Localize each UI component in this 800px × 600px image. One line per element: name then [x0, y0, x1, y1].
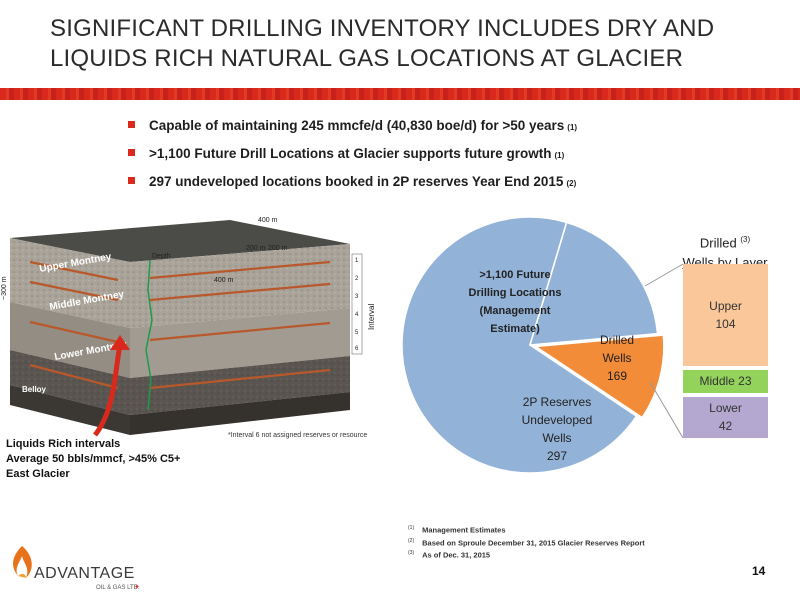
horizontal-wells	[29, 260, 331, 390]
layer-bar-value: 42	[718, 419, 733, 434]
interval-2: 2	[355, 276, 359, 282]
layers-title-line1: Drilled	[699, 235, 737, 251]
layer-upper-face	[10, 238, 130, 328]
page-number: 14	[752, 564, 766, 578]
bullet-ref: (1)	[554, 151, 565, 160]
dim-200m-left: 200 m	[246, 245, 266, 252]
layer-bar-middle: Middle 23	[683, 370, 768, 393]
dim-200m-right: 200 m	[268, 245, 288, 252]
interval-5: 5	[355, 330, 359, 336]
future-label: >1,100 Future Drilling Locations (Manage…	[469, 269, 562, 335]
footnote-text: As of Dec. 31, 2015	[422, 550, 491, 560]
pie-slice-future	[401, 216, 638, 474]
pie-slice-undeveloped	[528, 221, 659, 346]
interval-3: 3	[355, 294, 359, 300]
drilled-label-line: 169	[607, 369, 627, 383]
layer-bar-lower: Lower 42	[683, 396, 768, 438]
montney-block-diagram: Upper Montney Middle Montney Lower Montn…	[1, 217, 376, 437]
bullet-ref: (2)	[566, 179, 577, 188]
bullet-text: 297 undeveloped locations booked in 2P r…	[149, 174, 564, 189]
liquids-rich-callout: Liquids Rich intervals Average 50 bbls/m…	[6, 437, 180, 482]
future-label-line: (Management	[480, 305, 551, 317]
dim-depth: Depth	[152, 253, 171, 260]
slide-title: SIGNIFICANT DRILLING INVENTORY INCLUDES …	[50, 15, 715, 72]
layers-title-ref: (3)	[740, 235, 751, 244]
pie-dashed-separator	[529, 222, 568, 346]
dim-interval: Interval	[367, 304, 376, 330]
footnote-ref: (3)	[408, 550, 415, 556]
right-lower-face	[130, 356, 350, 415]
undeveloped-label: 2P Reserves Undeveloped Wells 297	[522, 395, 593, 463]
liquids-rich-arrow-icon	[92, 344, 123, 437]
footnote-text: Management Estimates	[422, 525, 506, 535]
layer-bar-label: Upper	[709, 299, 742, 314]
footnote-item: (3) As of Dec. 31, 2015	[408, 548, 645, 561]
callout-line: Average 50 bbls/mmcf, >45% C5+	[6, 453, 181, 465]
footnote-text: Based on Sproule December 31, 2015 Glaci…	[422, 538, 645, 547]
callout-line: Liquids Rich intervals	[6, 438, 121, 450]
drilling-inventory-pie-chart: >1,100 Future Drilling Locations (Manage…	[401, 216, 665, 474]
footnote-ref: (2)	[408, 537, 415, 544]
interval-4: 4	[355, 312, 359, 318]
layer-lower-face	[10, 350, 130, 415]
layer-belloy-face	[10, 385, 130, 435]
pie-slice-drilled	[533, 334, 665, 419]
block-top-face	[10, 220, 350, 262]
future-label-line: Drilling Locations	[469, 287, 562, 299]
layer-label-belloy: Belloy	[22, 385, 47, 394]
future-label-line: >1,100 Future	[479, 269, 550, 281]
title-divider-bar	[0, 88, 800, 100]
bullet-item: Capable of maintaining 245 mmcfe/d (40,8…	[128, 118, 768, 133]
layer-bar-label: Lower	[709, 401, 742, 416]
logo-text: ADVANTAGE	[34, 565, 135, 582]
bullet-item: >1,100 Future Drill Locations at Glacier…	[128, 146, 768, 161]
bullet-ref: (1)	[567, 123, 578, 132]
logo-subtext: OIL & GAS LTD.	[96, 585, 140, 591]
interval-note: *Interval 6 not assigned reserves or res…	[228, 432, 368, 439]
layer-bar-label: Middle 23	[699, 374, 752, 389]
undeveloped-label-line: Wells	[542, 431, 571, 445]
bullet-list: Capable of maintaining 245 mmcfe/d (40,8…	[128, 118, 768, 202]
future-label-line: Estimate)	[490, 323, 540, 335]
dimension-labels: 400 m 200 m 200 m 400 m ~300 m Depth Int…	[1, 217, 376, 330]
undeveloped-label-line: 2P Reserves	[523, 395, 591, 409]
drilled-label: Drilled Wells 169	[600, 333, 634, 383]
bullet-square-icon	[128, 121, 135, 128]
footnotes: (1) Management Estimates (2) Based on Spro…	[408, 523, 645, 561]
callout-line: East Glacier	[6, 468, 70, 480]
bullet-text: >1,100 Future Drill Locations at Glacier…	[149, 146, 552, 161]
bullet-square-icon	[128, 149, 135, 156]
bullet-square-icon	[128, 177, 135, 184]
undeveloped-label-line: Undeveloped	[522, 413, 593, 427]
footnote-ref: (1)	[408, 525, 415, 531]
interval-6: 6	[355, 346, 359, 352]
flame-icon	[13, 546, 32, 578]
drilled-label-line: Wells	[602, 351, 631, 365]
interval-1: 1	[355, 258, 359, 264]
bullet-item: 297 undeveloped locations booked in 2P r…	[128, 174, 768, 189]
bullet-text: Capable of maintaining 245 mmcfe/d (40,8…	[149, 118, 565, 133]
undeveloped-label-line: 297	[547, 449, 567, 463]
layer-middle-face	[10, 302, 130, 378]
dim-400m-side: 400 m	[214, 277, 234, 284]
right-belloy-face	[130, 392, 350, 435]
layer-bar-upper: Upper 104	[683, 264, 768, 367]
drilled-label-line: Drilled	[600, 333, 634, 347]
well-log-trace	[145, 259, 153, 411]
advantage-logo: ADVANTAGE OIL & GAS LTD. ✦	[13, 546, 140, 591]
footnote-item: (2) Based on Sproule December 31, 2015 Gl…	[408, 536, 645, 549]
interval-numbers: 1 2 3 4 5 6	[351, 253, 363, 355]
dim-300m-vert: ~300 m	[1, 276, 8, 300]
footnote-item: (1) Management Estimates	[408, 523, 645, 536]
maple-leaf-icon: ✦	[134, 583, 140, 591]
dim-400m-top: 400 m	[258, 217, 278, 224]
layer-bar-value: 104	[715, 317, 736, 332]
